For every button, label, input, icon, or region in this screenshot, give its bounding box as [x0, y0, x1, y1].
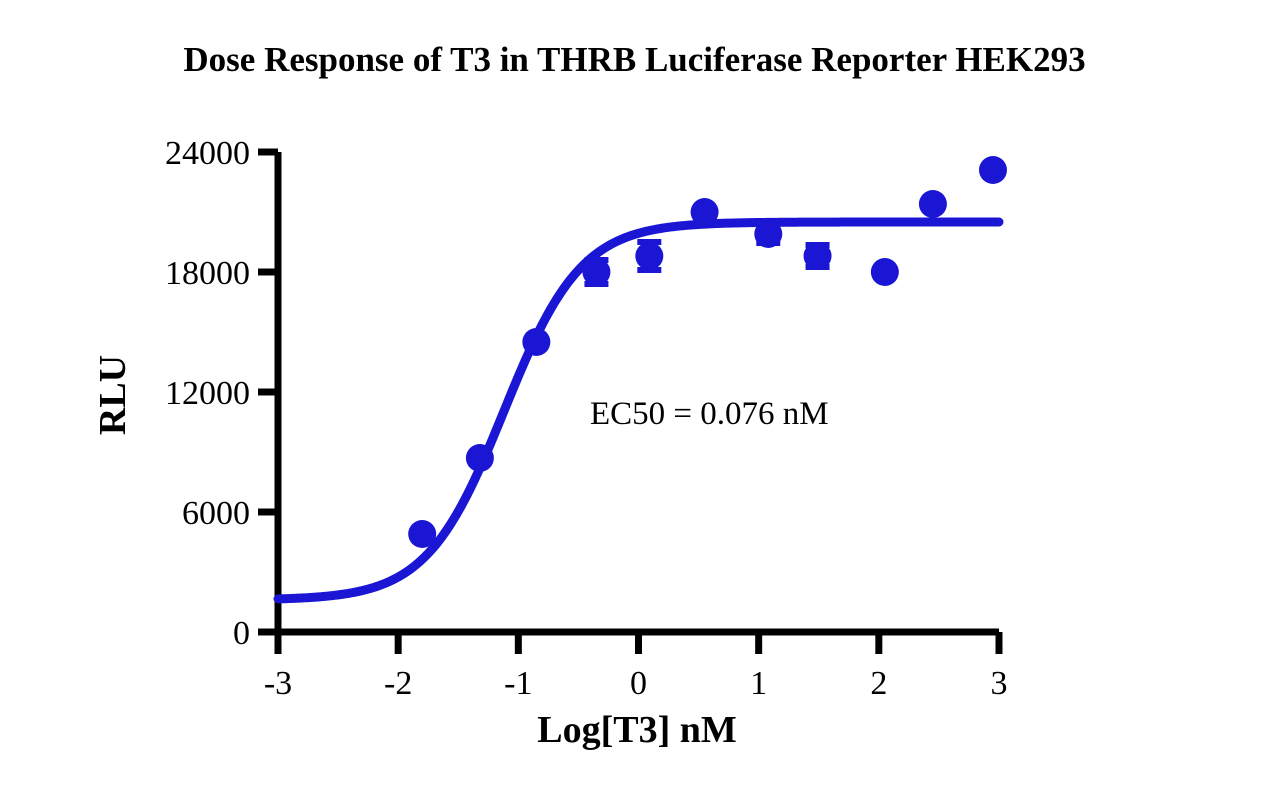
data-point-marker	[754, 220, 783, 248]
error-bars	[584, 222, 830, 287]
y-tick-label: 6000	[182, 495, 250, 532]
x-axis-tick-labels: -3 -2 -1 0 1 2 3	[264, 665, 1008, 702]
x-tick-label: 3	[991, 665, 1008, 702]
data-point-marker	[690, 198, 719, 226]
x-tick-label: -2	[384, 665, 412, 702]
data-point-marker	[465, 444, 494, 472]
ec50-annotation: EC50 = 0.076 nM	[590, 396, 829, 432]
x-tick-label: 1	[750, 665, 767, 702]
x-tick-label: -1	[504, 665, 532, 702]
x-tick-label: 2	[870, 665, 887, 702]
data-point-marker	[803, 242, 832, 270]
data-points	[408, 156, 1007, 548]
y-tick-label: 12000	[165, 375, 250, 412]
fit-curve	[273, 217, 1004, 604]
x-tick-label: 0	[630, 665, 647, 702]
data-point-marker	[978, 156, 1007, 184]
data-point-marker	[408, 520, 437, 548]
x-axis-title: Log[T3] nM	[537, 709, 737, 751]
y-axis-title: RLU	[92, 355, 134, 435]
x-axis-ticks	[274, 632, 1003, 654]
data-point-marker	[870, 258, 899, 286]
y-tick-label: 0	[233, 615, 250, 652]
chart-title: Dose Response of T3 in THRB Luciferase R…	[183, 40, 1086, 79]
y-tick-label: 24000	[165, 135, 250, 172]
data-point-marker	[918, 190, 947, 218]
x-tick-label: -3	[264, 665, 292, 702]
y-tick-label: 18000	[165, 255, 250, 292]
x-axis: -3 -2 -1 0 1 2 3	[264, 628, 1008, 702]
data-point-marker	[522, 328, 551, 356]
data-point-marker	[635, 242, 664, 270]
y-axis-tick-labels: 0 6000 12000 18000 24000	[165, 135, 250, 652]
data-point-marker	[582, 258, 611, 286]
y-axis: 0 6000 12000 18000 24000	[165, 135, 282, 652]
